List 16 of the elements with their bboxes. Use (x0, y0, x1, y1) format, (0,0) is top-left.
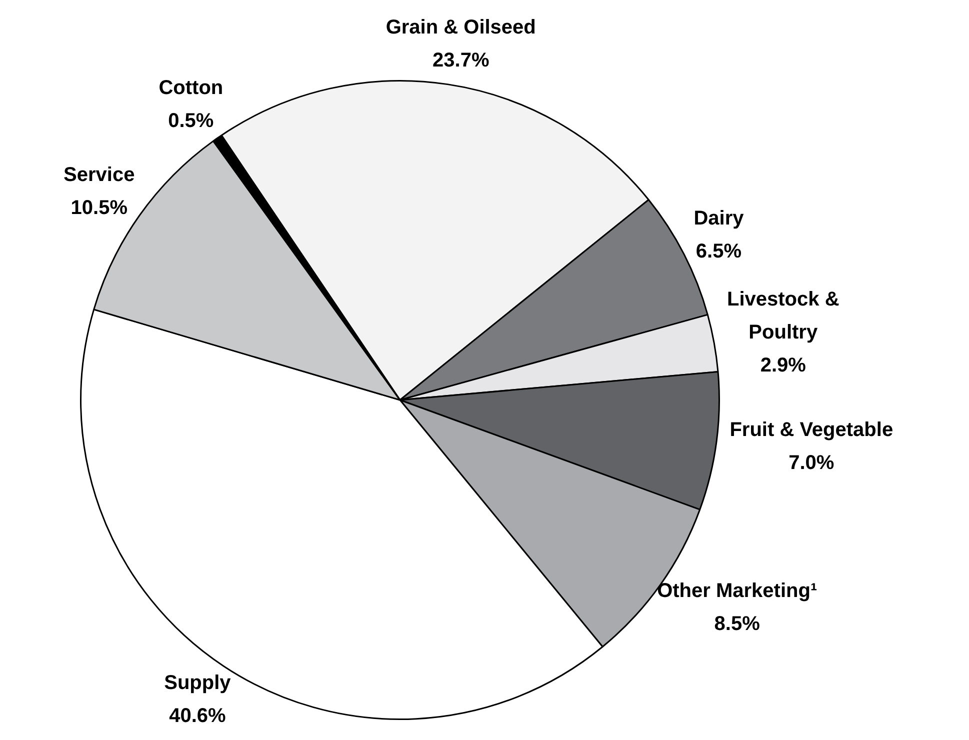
slice-label: Fruit & Vegetable (730, 418, 894, 441)
slice-label: Other Marketing¹ (657, 580, 818, 602)
slice-label: Supply (164, 672, 232, 694)
data-label: 23.7% (432, 49, 490, 72)
slice-label: Livestock & Poultry (726, 288, 840, 344)
slice-label: Grain & Oilseed (386, 16, 536, 38)
data-label: 7.0% (788, 452, 834, 474)
data-label: 8.5% (714, 613, 760, 636)
data-label: 6.5% (696, 240, 742, 263)
data-label: 0.5% (168, 110, 214, 132)
slice-label: Cotton (158, 76, 224, 99)
data-label: 2.9% (760, 354, 806, 376)
data-label: 40.6% (169, 704, 226, 727)
slice-label: Service (64, 164, 135, 186)
data-label: 10.5% (70, 196, 128, 219)
slice-label: Dairy (694, 208, 745, 230)
